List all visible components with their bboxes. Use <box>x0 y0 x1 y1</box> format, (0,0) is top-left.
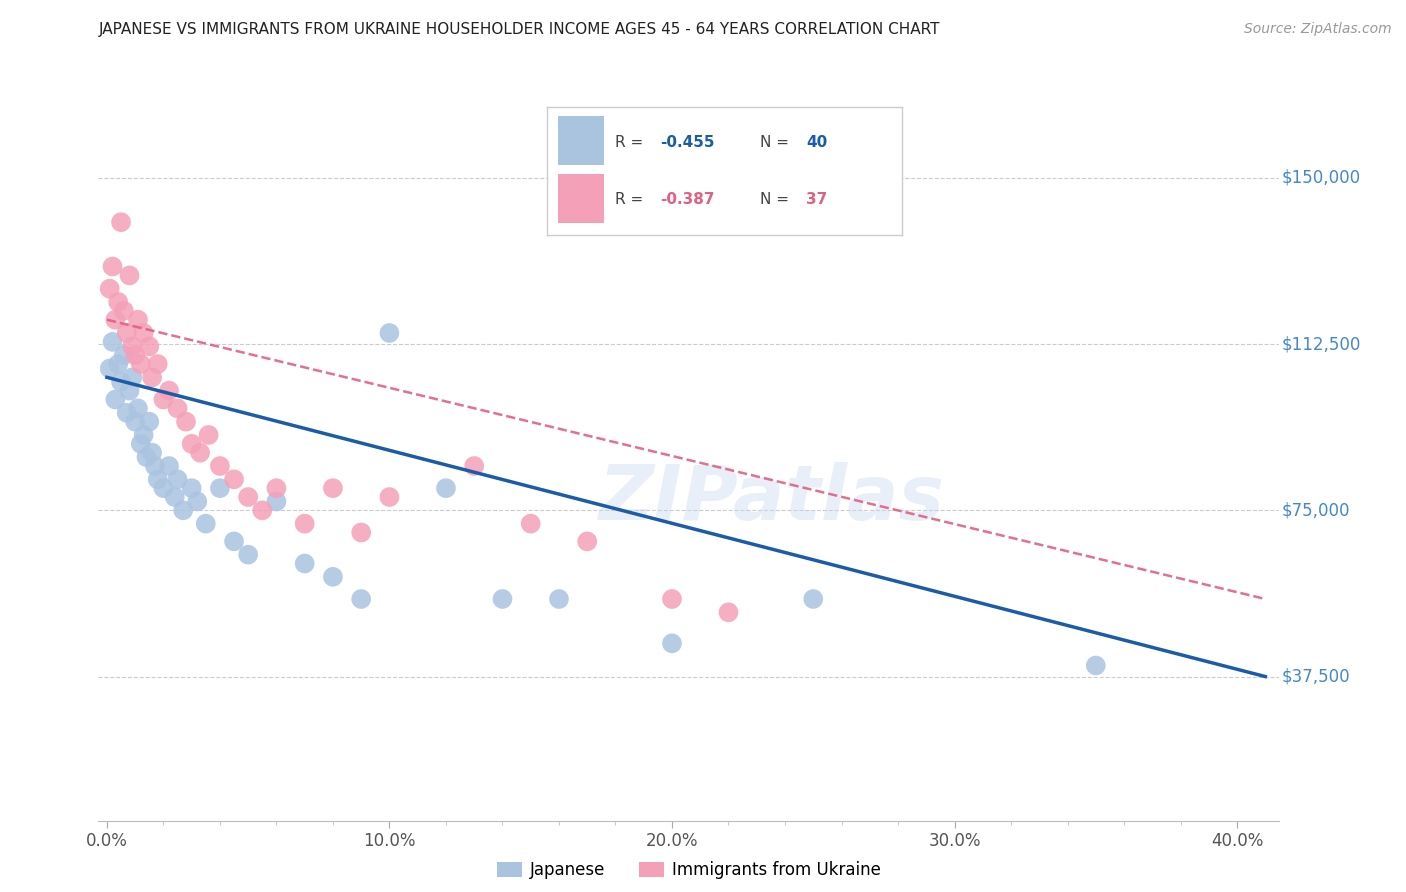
Point <box>172 503 194 517</box>
Point <box>661 592 683 607</box>
Point <box>378 490 401 504</box>
Text: $150,000: $150,000 <box>1282 169 1361 186</box>
Point <box>180 481 202 495</box>
Point <box>180 437 202 451</box>
Point <box>322 570 344 584</box>
Point <box>188 446 211 460</box>
Point <box>238 490 260 504</box>
Point <box>163 490 186 504</box>
Point <box>661 636 683 650</box>
Point <box>146 357 169 371</box>
Point <box>112 303 135 318</box>
Point <box>152 481 174 495</box>
Point <box>350 525 373 540</box>
Point <box>266 494 288 508</box>
Point <box>350 592 373 607</box>
Point <box>252 503 274 517</box>
Point <box>222 472 245 486</box>
Point <box>378 326 401 340</box>
Point <box>107 357 129 371</box>
Point <box>132 326 155 340</box>
Point <box>115 406 138 420</box>
Point <box>104 392 127 407</box>
Point <box>138 339 160 353</box>
Point <box>101 260 124 274</box>
Point <box>434 481 457 495</box>
Point <box>101 334 124 349</box>
Point <box>121 339 143 353</box>
Point <box>222 534 245 549</box>
Text: Source: ZipAtlas.com: Source: ZipAtlas.com <box>1244 22 1392 37</box>
Point <box>519 516 541 531</box>
Legend: Japanese, Immigrants from Ukraine: Japanese, Immigrants from Ukraine <box>491 855 887 886</box>
Point <box>197 428 219 442</box>
Point <box>121 370 143 384</box>
Point <box>132 428 155 442</box>
Point <box>576 534 599 549</box>
Point <box>157 384 180 398</box>
Point <box>174 415 197 429</box>
Point <box>141 370 163 384</box>
Point <box>118 268 141 283</box>
Point <box>166 472 188 486</box>
Point <box>146 472 169 486</box>
Point <box>294 516 316 531</box>
Point <box>127 401 149 416</box>
Point <box>129 357 152 371</box>
Point <box>717 605 740 619</box>
Point <box>104 312 127 326</box>
Text: $75,000: $75,000 <box>1282 501 1350 519</box>
Point <box>124 415 146 429</box>
Point <box>112 348 135 362</box>
Point <box>129 437 152 451</box>
Point <box>294 557 316 571</box>
Text: $112,500: $112,500 <box>1282 335 1361 353</box>
Point <box>322 481 344 495</box>
Point <box>98 282 121 296</box>
Point <box>186 494 208 508</box>
Point <box>166 401 188 416</box>
Point <box>110 215 132 229</box>
Point <box>118 384 141 398</box>
Point <box>141 446 163 460</box>
Point <box>548 592 571 607</box>
Point <box>135 450 157 464</box>
Point <box>1084 658 1107 673</box>
Point <box>266 481 288 495</box>
Point <box>238 548 260 562</box>
Point <box>98 361 121 376</box>
Point <box>143 458 166 473</box>
Point <box>152 392 174 407</box>
Text: ZIPatlas: ZIPatlas <box>599 462 945 536</box>
Point <box>127 312 149 326</box>
Text: $37,500: $37,500 <box>1282 667 1350 686</box>
Point <box>107 295 129 310</box>
Point <box>801 592 824 607</box>
Point <box>115 326 138 340</box>
Point <box>208 481 231 495</box>
Point <box>157 458 180 473</box>
Point <box>194 516 217 531</box>
Point <box>491 592 513 607</box>
Point <box>208 458 231 473</box>
Point <box>124 348 146 362</box>
Point <box>463 458 485 473</box>
Text: JAPANESE VS IMMIGRANTS FROM UKRAINE HOUSEHOLDER INCOME AGES 45 - 64 YEARS CORREL: JAPANESE VS IMMIGRANTS FROM UKRAINE HOUS… <box>98 22 941 37</box>
Point <box>110 375 132 389</box>
Point <box>138 415 160 429</box>
